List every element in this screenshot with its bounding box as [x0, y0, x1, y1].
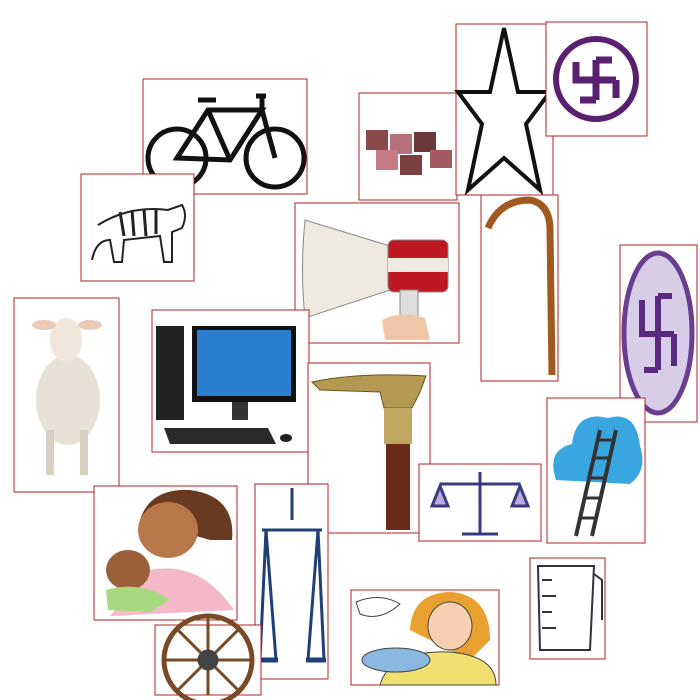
symbol-card — [545, 21, 648, 137]
sheep-card — [13, 297, 120, 493]
symbol-icon — [639, 293, 677, 373]
mother-child-icon — [106, 489, 234, 616]
cakes-card — [358, 92, 458, 201]
beaker-card — [529, 557, 606, 660]
mother-baby-card — [350, 589, 500, 686]
mother-child-card — [93, 485, 238, 621]
cane-icon — [484, 196, 556, 376]
frame — [480, 194, 559, 382]
scales-icon — [429, 472, 531, 536]
mother-baby-icon — [355, 592, 497, 686]
computer-icon — [156, 326, 296, 444]
scales-card — [418, 463, 542, 542]
cane-handle-icon — [310, 374, 427, 530]
star-card — [454, 23, 554, 196]
cane-card — [480, 194, 559, 382]
symbol-card — [619, 244, 698, 423]
megaphone-card — [294, 202, 460, 344]
tall-scales-card — [254, 483, 329, 680]
sheep-icon — [32, 318, 102, 475]
cakes-icon — [366, 130, 452, 175]
beaker-icon — [536, 565, 603, 651]
tiger-icon — [91, 203, 186, 263]
wheel-card — [154, 613, 262, 700]
tall-scales-icon — [258, 488, 326, 663]
computer-card — [151, 309, 310, 453]
wheel-icon — [161, 613, 255, 700]
cloud-ladder-card — [546, 397, 646, 544]
symbol-icon — [572, 56, 620, 104]
cloud-ladder-icon — [553, 416, 643, 537]
star-icon — [454, 27, 554, 196]
megaphone-icon — [302, 219, 449, 340]
tiger-card — [80, 173, 195, 282]
